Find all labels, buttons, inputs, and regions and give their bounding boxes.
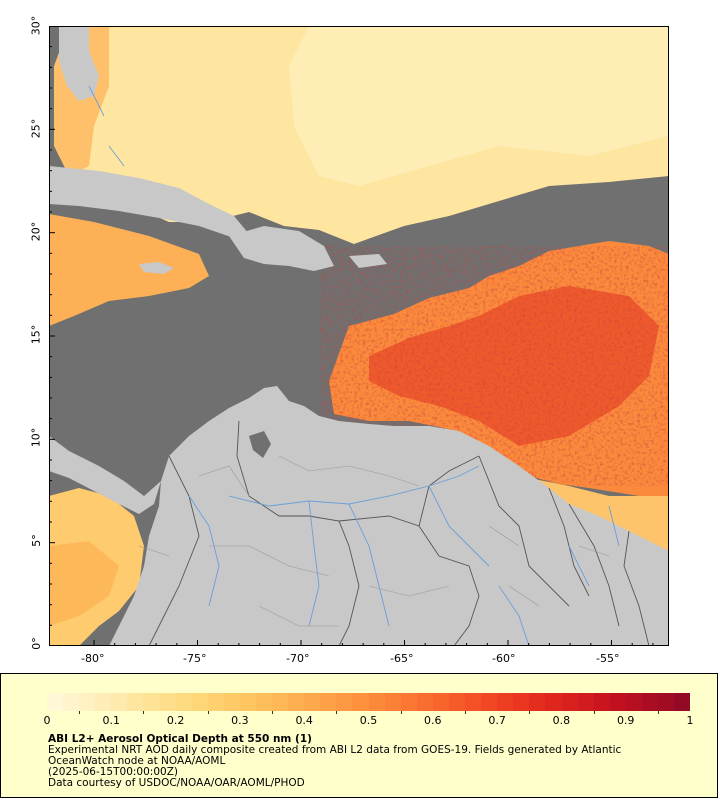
- colorbar-tick-label: 0.8: [552, 714, 571, 727]
- colorbar-cell: [159, 693, 176, 711]
- legend-title: ABI L2+ Aerosol Optical Depth at 550 nm …: [48, 733, 312, 745]
- colorbar-cell: [320, 693, 337, 711]
- colorbar-minor-tick: [593, 711, 595, 714]
- lon-label: -60°: [492, 652, 516, 665]
- colorbar-cell: [223, 693, 240, 711]
- colorbar-cell: [657, 693, 675, 711]
- colorbar-minor-tick: [464, 711, 466, 714]
- colorbar-tick-label: 1: [686, 714, 694, 727]
- state-borders: [138, 455, 610, 627]
- colorbar-cell: [207, 693, 224, 711]
- colorbar-minor-tick: [207, 711, 209, 714]
- colorbar-cell: [127, 693, 144, 711]
- lat-label: 25°: [29, 118, 43, 139]
- lat-label: 10°: [29, 427, 43, 448]
- colorbar-cell: [641, 693, 658, 711]
- colorbar-cell: [561, 693, 578, 711]
- colorbar-cell: [545, 693, 562, 711]
- colorbar-minor-tick: [336, 711, 338, 714]
- colorbar-minor-tick: [400, 711, 402, 714]
- colorbar-cell: [239, 693, 257, 711]
- colorbar: [47, 693, 691, 711]
- aod-map: [49, 26, 669, 646]
- colorbar-cell: [47, 693, 64, 711]
- colorbar-cell: [336, 693, 353, 711]
- colorbar-cell: [577, 693, 594, 711]
- colorbar-tick-label: 0.2: [166, 714, 185, 727]
- rivers: [88, 85, 620, 646]
- colorbar-cell: [465, 693, 482, 711]
- colorbar-cell: [609, 693, 626, 711]
- cuba: [49, 166, 249, 238]
- lat-label: 30°: [29, 15, 43, 36]
- colorbar-minor-tick: [529, 711, 531, 714]
- colorbar-tick-label: 0.6: [424, 714, 442, 727]
- legend-timestamp: (2025-06-15T00:00:00Z): [48, 766, 178, 778]
- lon-label: -70°: [286, 652, 310, 665]
- jamaica: [139, 262, 174, 274]
- colorbar-cell: [111, 693, 128, 711]
- colorbar-minor-tick: [143, 711, 145, 714]
- colorbar-cell: [175, 693, 192, 711]
- colorbar-cell: [368, 693, 385, 711]
- colorbar-cell: [143, 693, 160, 711]
- colorbar-tick-label: 0: [43, 714, 51, 727]
- colorbar-cell: [384, 693, 401, 711]
- colorbar-cell: [593, 693, 610, 711]
- colorbar-minor-tick: [657, 711, 659, 714]
- colorbar-tick-label: 0.3: [231, 714, 249, 727]
- legend-description: Experimental NRT AOD daily composite cre…: [48, 744, 622, 756]
- colorbar-tick-label: 0.7: [488, 714, 506, 727]
- aod-field-north-light: [289, 26, 669, 186]
- lat-label: 5°: [29, 534, 43, 547]
- aod-field-pacific-south: [49, 541, 119, 626]
- colorbar-cell: [529, 693, 546, 711]
- legend-description-cont: OceanWatch node at NOAA/AOML: [48, 755, 226, 767]
- colorbar-cell: [448, 693, 466, 711]
- colorbar-cell: [272, 693, 289, 711]
- colorbar-tick-label: 0.4: [295, 714, 313, 727]
- colorbar-cell: [497, 693, 514, 711]
- lake-maracaibo: [249, 431, 271, 458]
- colorbar-cell: [625, 693, 642, 711]
- colorbar-cell: [95, 693, 112, 711]
- colorbar-cell: [513, 693, 530, 711]
- hispaniola: [229, 226, 334, 271]
- legend-credit: Data courtesy of USDOC/NOAA/OAR/AOML/PHO…: [48, 777, 305, 789]
- lon-label: -75°: [183, 652, 207, 665]
- lat-label: 20°: [29, 221, 43, 242]
- colorbar-cell: [432, 693, 449, 711]
- legend-panel: 0 0.1 0.2 0.3 0.4 0.5 0.6 0.7 0.8 0.9 1 ABI L2+ Ae…: [0, 673, 718, 798]
- lon-label: -65°: [390, 652, 414, 665]
- lon-label: -55°: [596, 652, 620, 665]
- colorbar-cell: [481, 693, 498, 711]
- colorbar-cell: [674, 693, 691, 711]
- colorbar-cell: [79, 693, 96, 711]
- lon-label: -80°: [81, 652, 105, 665]
- colorbar-cell: [352, 693, 369, 711]
- florida: [59, 26, 99, 101]
- lat-label: 15°: [29, 324, 43, 345]
- colorbar-cell: [256, 693, 273, 711]
- colorbar-cell: [191, 693, 208, 711]
- colorbar-tick-label: 0.9: [616, 714, 635, 727]
- colorbar-cell: [416, 693, 433, 711]
- colorbar-cell: [288, 693, 305, 711]
- lat-label: 0°: [29, 637, 43, 650]
- colorbar-minor-tick: [79, 711, 81, 714]
- axis-ticks: [49, 26, 654, 646]
- central-america: [49, 436, 161, 514]
- colorbar-cell: [63, 693, 80, 711]
- colorbar-tick-label: 0.1: [102, 714, 121, 727]
- colorbar-minor-tick: [272, 711, 274, 714]
- colorbar-cell: [304, 693, 321, 711]
- colorbar-cell: [400, 693, 417, 711]
- colorbar-tick-label: 0.5: [359, 714, 378, 727]
- puerto-rico: [349, 254, 387, 268]
- legend-text: ABI L2+ Aerosol Optical Depth at 550 nm …: [48, 734, 621, 789]
- aod-field-west-caribbean: [49, 214, 209, 326]
- map-canvas: [49, 26, 669, 646]
